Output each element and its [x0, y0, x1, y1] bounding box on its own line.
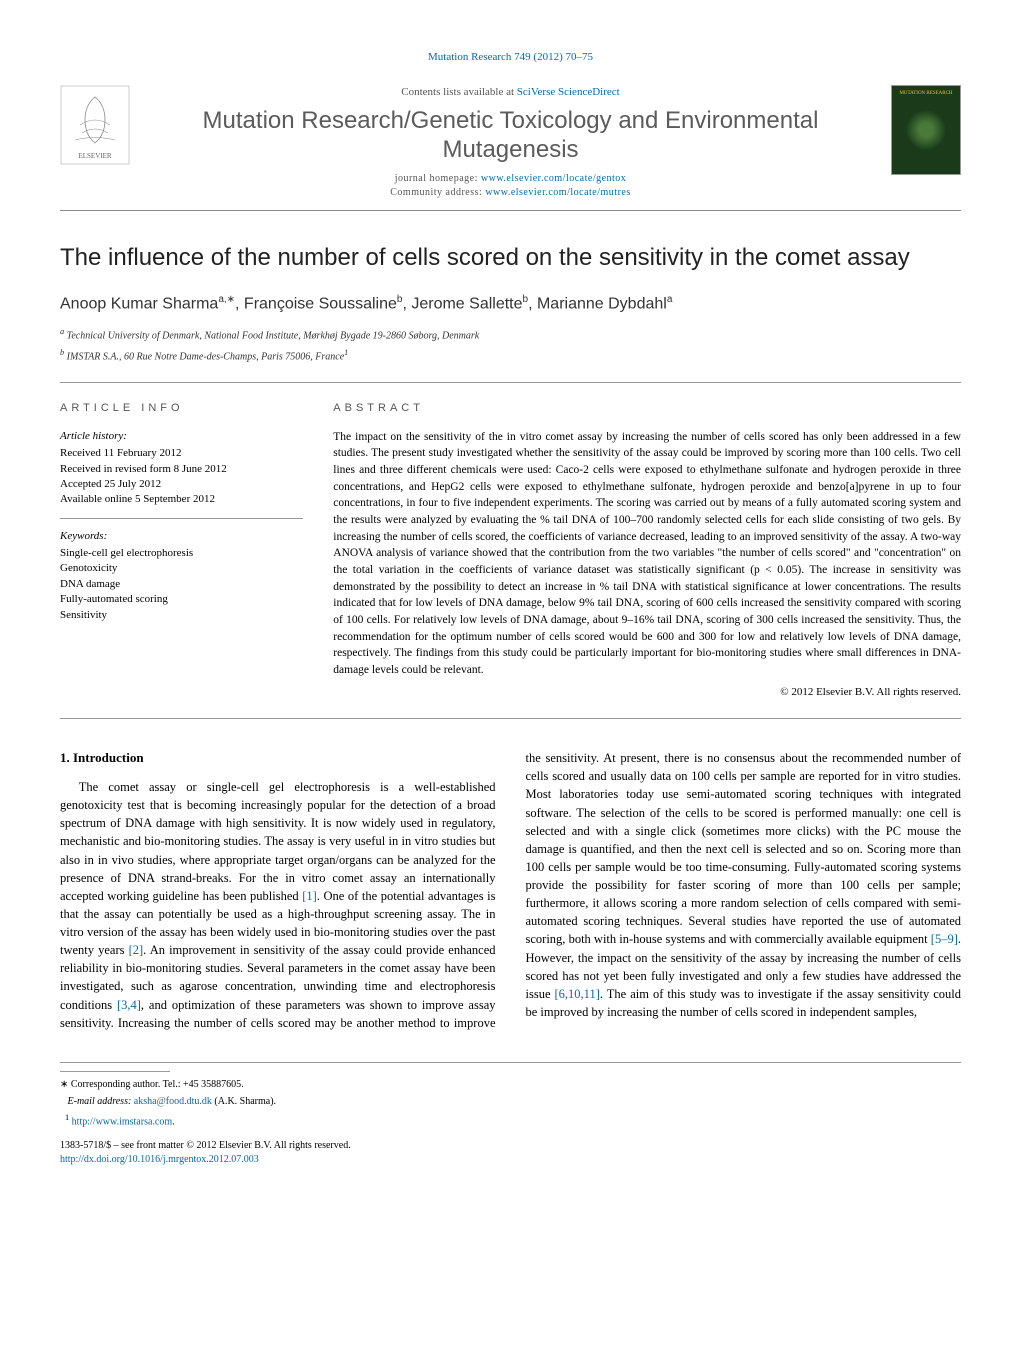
- journal-header-reference: Mutation Research 749 (2012) 70–75: [60, 50, 961, 65]
- abstract-column: abstract The impact on the sensitivity o…: [333, 401, 961, 700]
- body-two-column: 1. Introduction The comet assay or singl…: [60, 749, 961, 1032]
- keyword-item: Single-cell gel electrophoresis: [60, 546, 303, 561]
- homepage-link[interactable]: www.elsevier.com/locate/gentox: [481, 173, 626, 184]
- keyword-item: DNA damage: [60, 577, 303, 592]
- author-1: Anoop Kumar Sharma: [60, 295, 218, 312]
- article-info-heading: article info: [60, 401, 303, 416]
- article-title: The influence of the number of cells sco…: [60, 241, 961, 275]
- journal-header-block: ELSEVIER Contents lists available at Sci…: [60, 85, 961, 211]
- email-line: E-mail address: aksha@food.dtu.dk (A.K. …: [60, 1095, 961, 1109]
- affiliation-b-footnote-sup: 1: [344, 348, 348, 357]
- corresponding-author: ∗ Corresponding author. Tel.: +45 358876…: [60, 1078, 961, 1092]
- authors-line: Anoop Kumar Sharmaa,∗, Françoise Soussal…: [60, 293, 961, 316]
- intro-text: The comet assay or single-cell gel elect…: [60, 780, 496, 903]
- homepage-label: journal homepage:: [395, 173, 481, 184]
- history-revised: Received in revised form 8 June 2012: [60, 462, 303, 477]
- citation-link-5-9[interactable]: [5–9]: [931, 932, 958, 946]
- community-link[interactable]: www.elsevier.com/locate/mutres: [485, 187, 630, 198]
- keyword-item: Fully-automated scoring: [60, 592, 303, 607]
- page: Mutation Research 749 (2012) 70–75 ELSEV…: [0, 0, 1021, 1217]
- footnote-1-sup: 1: [65, 1113, 69, 1122]
- keyword-item: Sensitivity: [60, 608, 303, 623]
- doi-line: http://dx.doi.org/10.1016/j.mrgentox.201…: [60, 1153, 961, 1167]
- abstract-heading: abstract: [333, 401, 961, 416]
- history-accepted: Accepted 25 July 2012: [60, 477, 303, 492]
- issn-line: 1383-5718/$ – see front matter © 2012 El…: [60, 1139, 961, 1153]
- citation-link-6-10-11[interactable]: [6,10,11]: [555, 987, 600, 1001]
- journal-cover-thumbnail: [891, 85, 961, 175]
- history-heading: Article history:: [60, 429, 303, 444]
- history-received: Received 11 February 2012: [60, 446, 303, 461]
- community-line: Community address: www.elsevier.com/loca…: [145, 186, 876, 200]
- footnote-period: .: [172, 1116, 175, 1127]
- article-info-column: article info Article history: Received 1…: [60, 401, 303, 700]
- contents-available-line: Contents lists available at SciVerse Sci…: [145, 85, 876, 100]
- affiliation-a: a Technical University of Denmark, Natio…: [60, 326, 961, 343]
- info-abstract-row: article info Article history: Received 1…: [60, 382, 961, 719]
- imstar-link[interactable]: http://www.imstarsa.com: [72, 1116, 172, 1127]
- doi-link[interactable]: http://dx.doi.org/10.1016/j.mrgentox.201…: [60, 1154, 259, 1165]
- author-3-sup: b: [523, 294, 529, 305]
- journal-ref-link[interactable]: Mutation Research 749 (2012) 70–75: [428, 51, 593, 63]
- keyword-item: Genotoxicity: [60, 561, 303, 576]
- email-who: (A.K. Sharma).: [212, 1096, 276, 1107]
- affiliation-a-text: Technical University of Denmark, Nationa…: [67, 330, 480, 341]
- author-1-sup: a,∗: [218, 294, 235, 305]
- citation-link-2[interactable]: [2]: [129, 943, 144, 957]
- email-label: E-mail address:: [68, 1096, 134, 1107]
- author-2-sup: b: [397, 294, 403, 305]
- author-3: Jerome Sallette: [411, 295, 522, 312]
- article-history-block: Article history: Received 11 February 20…: [60, 429, 303, 519]
- journal-title: Mutation Research/Genetic Toxicology and…: [145, 107, 876, 165]
- homepage-line: journal homepage: www.elsevier.com/locat…: [145, 172, 876, 186]
- author-4-sup: a: [667, 294, 673, 305]
- author-2: Françoise Soussaline: [244, 295, 397, 312]
- sciencedirect-link[interactable]: SciVerse ScienceDirect: [517, 86, 620, 98]
- elsevier-logo: ELSEVIER: [60, 85, 130, 165]
- affiliation-b: b IMSTAR S.A., 60 Rue Notre Dame-des-Cha…: [60, 347, 961, 364]
- history-online: Available online 5 September 2012: [60, 492, 303, 507]
- email-link[interactable]: aksha@food.dtu.dk: [134, 1096, 212, 1107]
- contents-prefix: Contents lists available at: [401, 86, 516, 98]
- affiliation-b-text: IMSTAR S.A., 60 Rue Notre Dame-des-Champ…: [67, 351, 344, 362]
- footer-block: ∗ Corresponding author. Tel.: +45 358876…: [60, 1062, 961, 1167]
- affiliation-footnote-1: 1 http://www.imstarsa.com.: [60, 1112, 961, 1129]
- footnote-rule: [60, 1071, 170, 1072]
- intro-paragraph-1: The comet assay or single-cell gel elect…: [60, 749, 961, 1032]
- abstract-text: The impact on the sensitivity of the in …: [333, 429, 961, 679]
- citation-link-1[interactable]: [1]: [302, 889, 317, 903]
- copyright-line: © 2012 Elsevier B.V. All rights reserved…: [333, 685, 961, 700]
- header-center: Contents lists available at SciVerse Sci…: [145, 85, 876, 200]
- svg-text:ELSEVIER: ELSEVIER: [78, 152, 111, 160]
- keywords-heading: Keywords:: [60, 529, 303, 544]
- citation-link-34[interactable]: [3,4]: [117, 998, 141, 1012]
- community-label: Community address:: [390, 187, 485, 198]
- author-4: Marianne Dybdahl: [537, 295, 667, 312]
- section-1-heading: 1. Introduction: [60, 749, 496, 768]
